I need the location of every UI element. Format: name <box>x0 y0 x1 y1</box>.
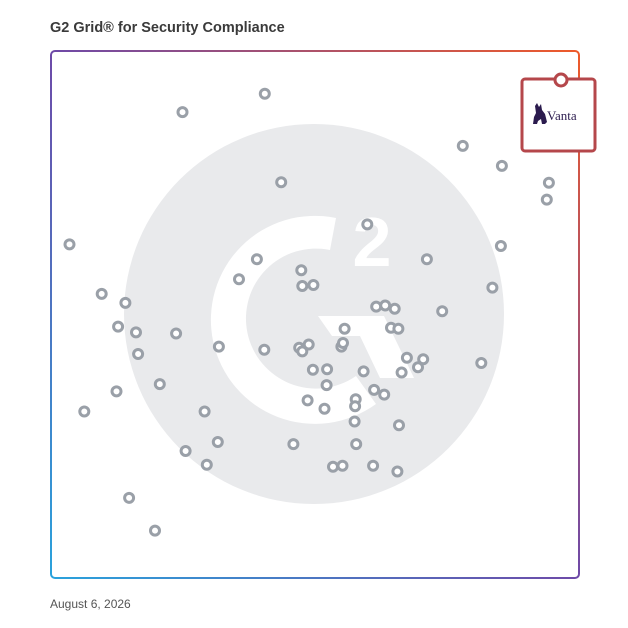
product-point-55[interactable] <box>78 405 91 418</box>
product-point-31[interactable] <box>258 343 271 356</box>
product-point-36[interactable] <box>337 337 349 349</box>
product-point-40[interactable] <box>417 353 430 366</box>
product-point-56[interactable] <box>198 405 211 418</box>
product-point-48[interactable] <box>368 383 381 396</box>
product-point-11[interactable] <box>420 253 433 266</box>
product-point-33[interactable] <box>296 345 309 358</box>
product-point-37[interactable] <box>132 348 145 360</box>
product-point-30[interactable] <box>212 340 225 353</box>
product-point-51[interactable] <box>301 394 314 407</box>
product-point-49[interactable] <box>378 388 391 401</box>
product-point-45[interactable] <box>395 366 408 379</box>
product-point-69[interactable] <box>149 524 161 537</box>
product-point-44[interactable] <box>357 365 370 378</box>
product-point-19[interactable] <box>119 296 132 309</box>
svg-text:2: 2 <box>353 203 392 281</box>
product-point-63[interactable] <box>200 458 213 471</box>
product-point-6[interactable] <box>495 159 508 172</box>
product-point-67[interactable] <box>391 465 404 478</box>
product-point-68[interactable] <box>123 491 136 504</box>
product-point-24[interactable] <box>112 320 125 333</box>
product-point-26[interactable] <box>170 327 183 340</box>
product-point-58[interactable] <box>393 419 405 432</box>
report-date: August 6, 2026 <box>50 597 131 611</box>
product-point-39[interactable] <box>412 361 424 374</box>
product-point-1[interactable] <box>258 87 271 100</box>
chart-title: G2 Grid® for Security Compliance <box>50 20 285 36</box>
product-point-27[interactable] <box>338 322 351 335</box>
product-point-42[interactable] <box>306 363 319 376</box>
vanta-logo-text: Vanta <box>547 108 577 123</box>
product-point-10[interactable] <box>494 240 507 252</box>
product-point-29[interactable] <box>392 322 405 335</box>
product-point-14[interactable] <box>233 273 245 286</box>
product-point-5[interactable] <box>456 139 469 152</box>
product-point-60[interactable] <box>287 438 300 451</box>
product-point-17[interactable] <box>486 281 499 294</box>
product-point-41[interactable] <box>475 357 488 369</box>
product-point-53[interactable] <box>349 400 362 413</box>
product-point-50[interactable] <box>110 385 123 398</box>
product-point-2[interactable] <box>176 106 189 119</box>
product-point-34[interactable] <box>302 338 315 351</box>
product-point-21[interactable] <box>379 299 392 312</box>
product-point-61[interactable] <box>350 438 363 451</box>
product-point-9[interactable] <box>361 218 374 231</box>
product-point-25[interactable] <box>130 326 142 339</box>
product-point-66[interactable] <box>367 459 380 472</box>
product-point-18[interactable] <box>95 287 108 300</box>
product-point-4[interactable] <box>63 238 76 251</box>
product-point-57[interactable] <box>348 415 361 428</box>
product-point-16[interactable] <box>307 279 320 291</box>
product-point-13[interactable] <box>295 264 308 277</box>
product-point-7[interactable] <box>542 176 555 189</box>
product-point-46[interactable] <box>153 378 166 391</box>
product-point-62[interactable] <box>179 445 192 457</box>
g2-watermark: 2 <box>124 124 504 504</box>
vanta-marker[interactable] <box>553 72 569 88</box>
product-point-22[interactable] <box>388 302 401 315</box>
product-point-8[interactable] <box>540 193 553 206</box>
product-point-47[interactable] <box>320 379 333 392</box>
product-point-23[interactable] <box>436 305 449 318</box>
product-point-64[interactable] <box>327 460 339 473</box>
product-point-54[interactable] <box>318 402 331 415</box>
product-point-15[interactable] <box>296 280 309 292</box>
product-point-43[interactable] <box>321 363 334 376</box>
vanta-highlight[interactable]: Vanta <box>520 72 597 153</box>
llama-icon <box>533 103 547 124</box>
product-point-65[interactable] <box>336 459 349 472</box>
product-point-59[interactable] <box>211 436 224 448</box>
product-point-38[interactable] <box>400 351 413 364</box>
product-point-12[interactable] <box>250 253 263 266</box>
product-point-3[interactable] <box>275 176 288 189</box>
